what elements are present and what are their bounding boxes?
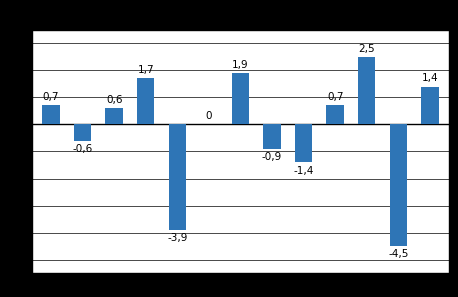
Bar bbox=[263, 124, 281, 149]
Bar bbox=[327, 105, 344, 124]
Bar bbox=[169, 124, 186, 230]
Text: -0,6: -0,6 bbox=[72, 144, 93, 154]
Text: 0: 0 bbox=[206, 111, 212, 121]
Text: 1,4: 1,4 bbox=[421, 73, 438, 83]
Bar bbox=[358, 57, 376, 124]
Bar bbox=[105, 108, 123, 124]
Bar bbox=[137, 78, 154, 124]
Bar bbox=[295, 124, 312, 162]
Bar bbox=[232, 73, 249, 124]
Text: -4,5: -4,5 bbox=[388, 249, 409, 259]
Bar bbox=[42, 105, 60, 124]
Bar bbox=[74, 124, 91, 141]
Text: -3,9: -3,9 bbox=[167, 233, 187, 243]
Text: 0,7: 0,7 bbox=[327, 92, 344, 102]
Text: 1,7: 1,7 bbox=[137, 65, 154, 75]
Text: -1,4: -1,4 bbox=[294, 165, 314, 176]
Text: 0,6: 0,6 bbox=[106, 95, 122, 105]
Text: 1,9: 1,9 bbox=[232, 60, 249, 70]
Bar bbox=[390, 124, 407, 246]
Bar bbox=[421, 86, 439, 124]
Text: 2,5: 2,5 bbox=[359, 44, 375, 53]
Text: -0,9: -0,9 bbox=[262, 152, 282, 162]
Text: 0,7: 0,7 bbox=[43, 92, 59, 102]
